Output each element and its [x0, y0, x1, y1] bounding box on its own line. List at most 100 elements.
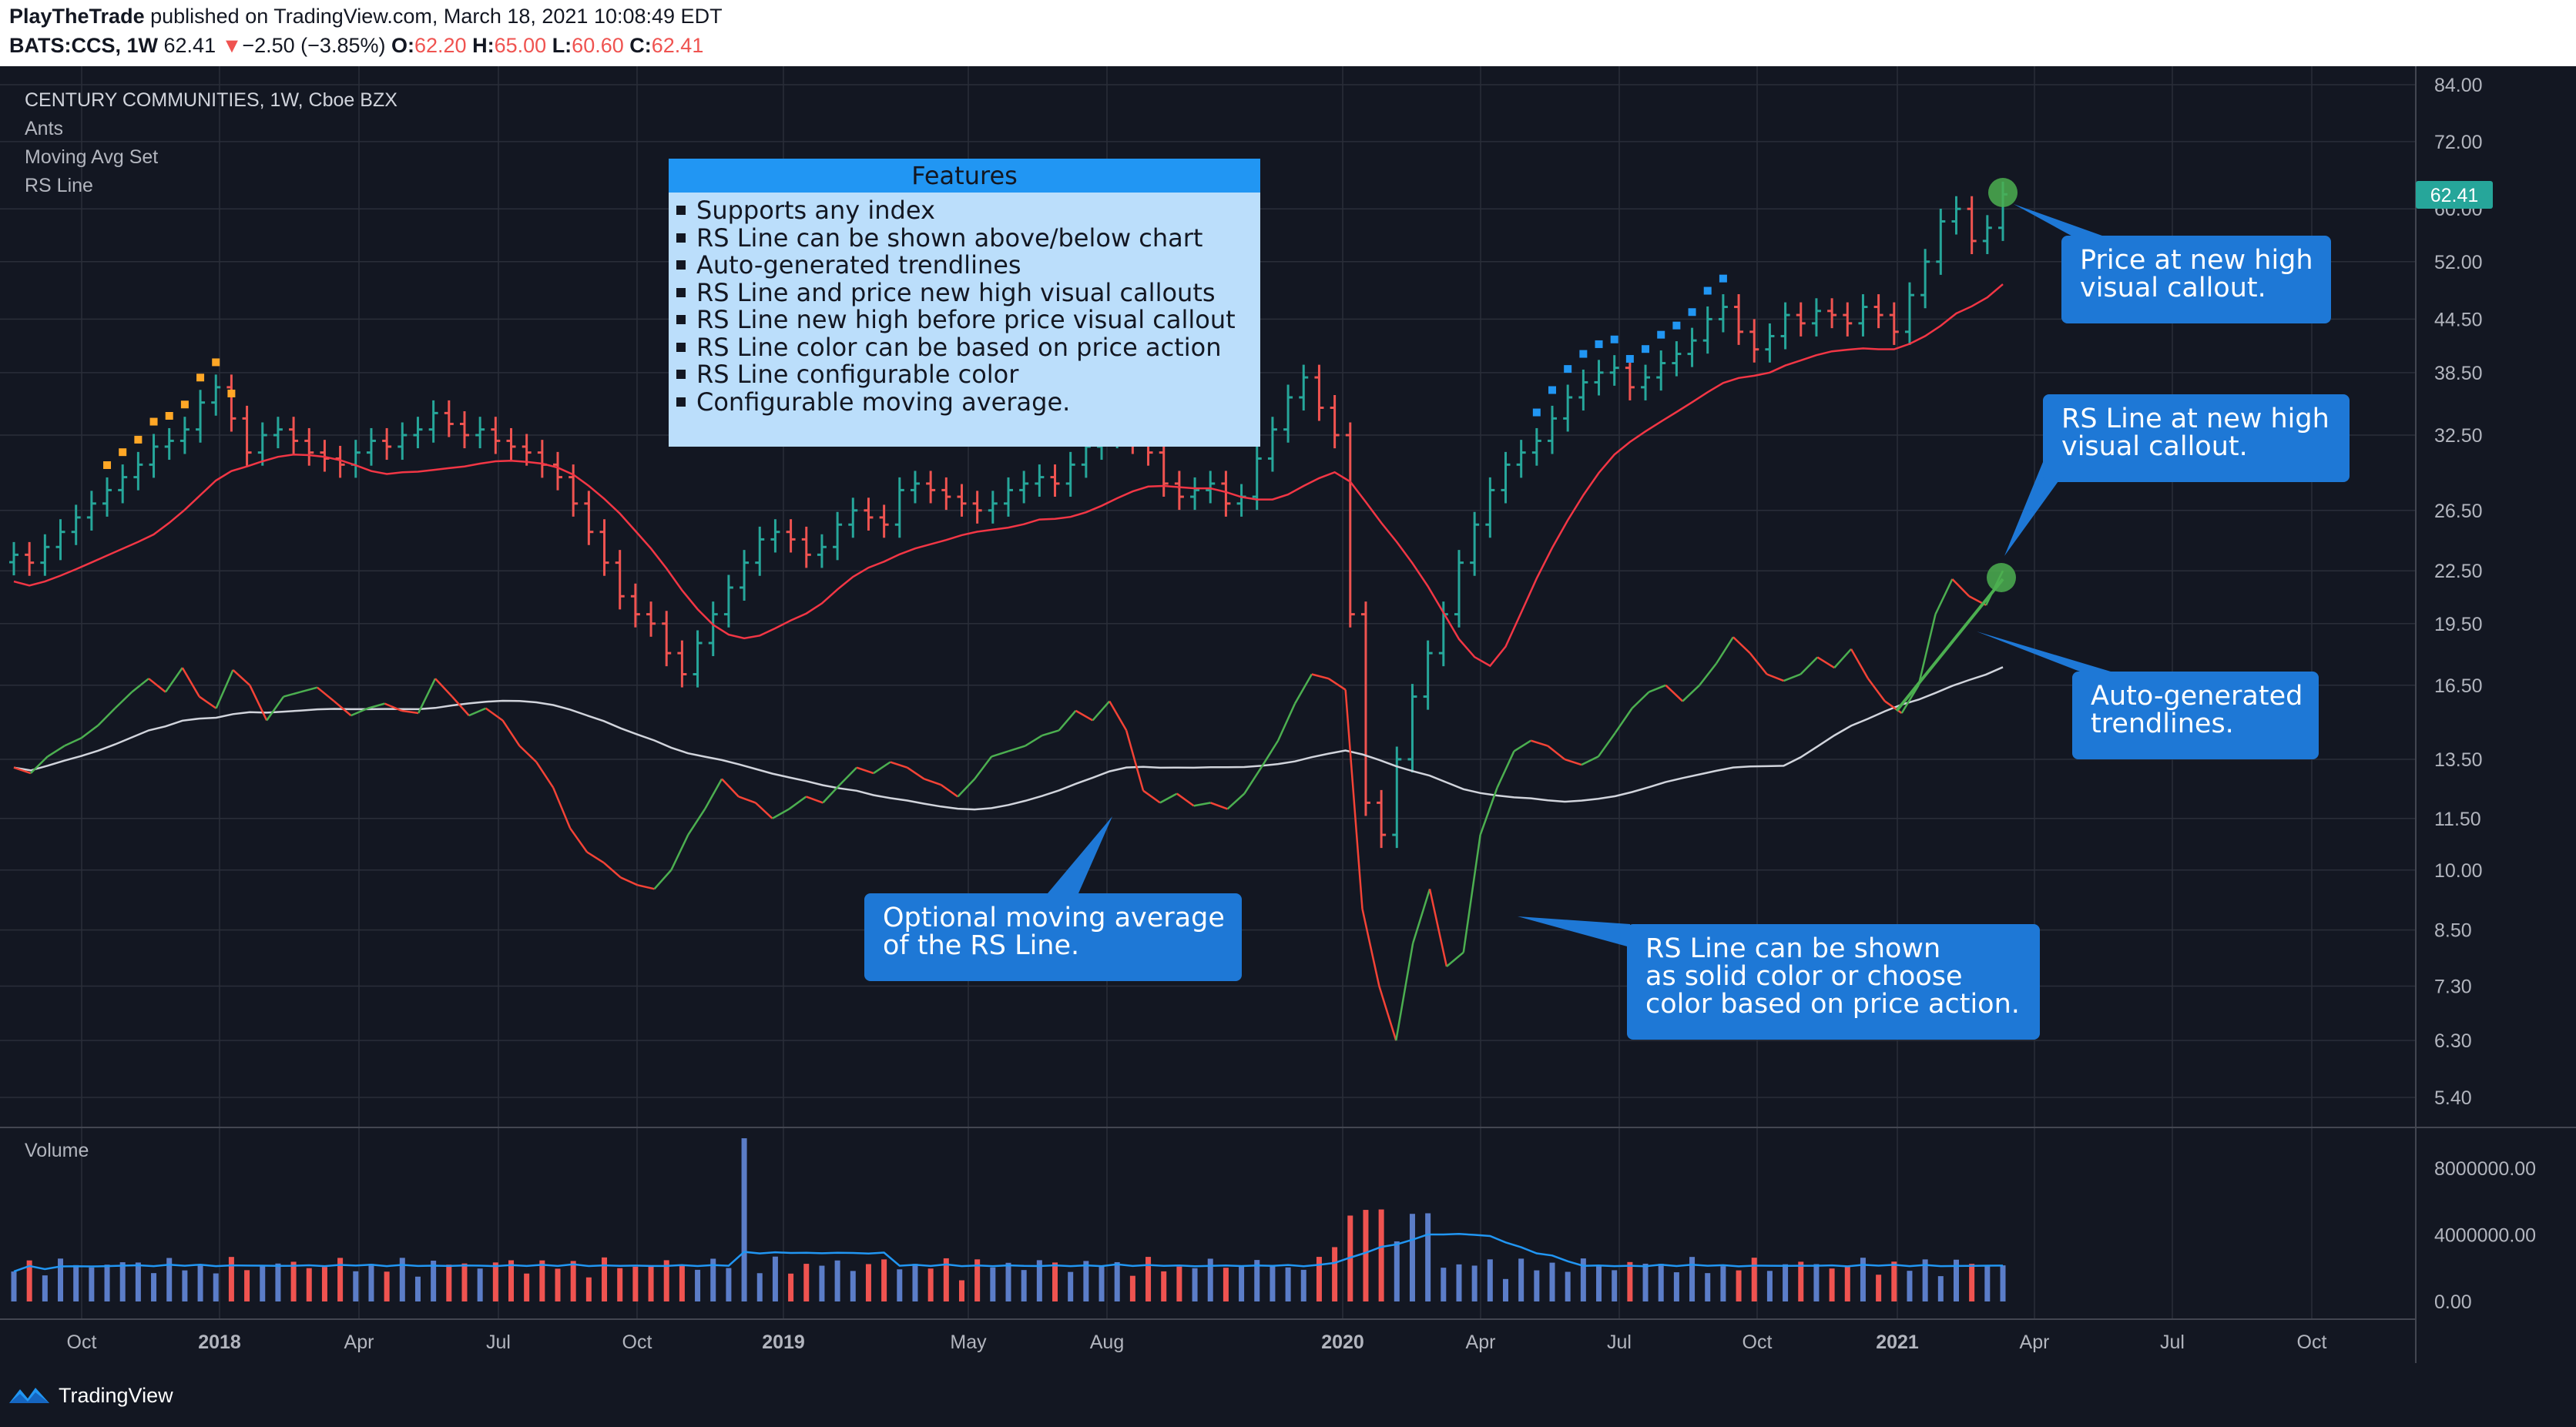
volume-bar	[1798, 1261, 1804, 1301]
rs-line-segment	[974, 755, 993, 780]
volume-moving-average	[13, 1233, 2004, 1273]
volume-bar	[1471, 1265, 1478, 1301]
rs-line-segment	[890, 761, 908, 769]
callout-pointer	[1518, 916, 1630, 947]
volume-pane-label[interactable]: Volume	[25, 1140, 89, 1161]
symbol-name[interactable]: BATS:CCS, 1W	[9, 34, 158, 57]
volume-bar	[1937, 1276, 1944, 1301]
header-line-2: BATS:CCS, 1W 62.41 ▼−2.50 (−3.85%) O:62.…	[9, 34, 704, 57]
rs-line-segment	[80, 724, 99, 739]
rs-line-segment	[30, 755, 49, 774]
rs-line-segment	[754, 802, 773, 819]
new-high-dot	[1548, 386, 1557, 394]
time-tick-label: 2019	[762, 1332, 805, 1353]
volume-bar	[1751, 1258, 1757, 1301]
volume-bar	[1316, 1257, 1322, 1301]
callout-trendlines: Auto-generated trendlines.	[2072, 672, 2319, 759]
volume-bar	[1907, 1271, 1913, 1301]
rs-line-segment	[1917, 614, 1937, 686]
rs-line-segment	[64, 737, 82, 747]
volume-bar	[1114, 1261, 1120, 1301]
price-tick-label: 52.00	[2434, 252, 2483, 273]
last-price-tag	[2416, 181, 2493, 209]
volume-bar	[1876, 1275, 1882, 1301]
volume-bars	[11, 1138, 2006, 1301]
volume-bar	[414, 1276, 421, 1301]
rs-line-segment	[839, 766, 857, 786]
low-value: 60.60	[572, 34, 624, 57]
price-tick-label: 44.50	[2434, 309, 2483, 330]
rs-line-segment	[1361, 908, 1380, 987]
rs-line-segment	[1210, 802, 1228, 810]
rs-line-segment	[1008, 745, 1026, 752]
rs-line-segment	[1411, 888, 1431, 944]
rs-line-segment	[384, 702, 402, 712]
rs-line-segment	[1496, 750, 1515, 789]
price-tick-label: 38.50	[2434, 363, 2483, 384]
indicator-ants[interactable]: Ants	[25, 118, 64, 139]
rs-line-segment	[1816, 656, 1835, 669]
callout-rs-new-high: RS Line at new high visual callout.	[2043, 394, 2350, 482]
chart-title[interactable]: CENTURY COMMUNITIES, 1W, Cboe BZX	[25, 89, 397, 111]
volume-bar	[1300, 1269, 1306, 1301]
volume-bar	[1783, 1264, 1789, 1301]
ants-marker	[227, 389, 236, 397]
rs-line-segment	[1125, 730, 1145, 792]
volume-bar	[228, 1257, 234, 1301]
volume-bar	[648, 1266, 654, 1301]
indicator-rs-line[interactable]: RS Line	[25, 175, 93, 196]
price-tick-label: 8.50	[2434, 920, 2472, 942]
rs-line-segment	[47, 745, 65, 758]
rs-trendline	[1895, 578, 2004, 712]
author-name[interactable]: PlayTheTrade	[9, 5, 145, 28]
volume-bar	[1580, 1258, 1586, 1301]
rs-line-segment	[1833, 648, 1852, 668]
volume-bar	[244, 1270, 250, 1301]
volume-bar	[1332, 1247, 1338, 1301]
volume-bar	[1394, 1241, 1400, 1301]
time-tick-label: Jul	[486, 1332, 511, 1353]
features-title: Features	[669, 159, 1260, 193]
volume-bar	[602, 1257, 608, 1301]
volume-bar	[1145, 1257, 1152, 1301]
volume-bar	[337, 1258, 344, 1301]
rs-line-segment	[788, 796, 807, 810]
rs-line-segment	[1041, 729, 1060, 737]
price-tick-label: 19.50	[2434, 614, 2483, 635]
time-tick-label: 2020	[1321, 1332, 1364, 1353]
rs-line-segment	[1951, 578, 1971, 598]
volume-bar	[958, 1280, 964, 1301]
rs-line-segment	[1479, 787, 1498, 836]
volume-bar	[1036, 1260, 1042, 1301]
tradingview-branding[interactable]: TradingView	[8, 1382, 173, 1409]
volume-bar	[1192, 1268, 1198, 1301]
rs-line-segment	[351, 707, 369, 717]
rs-line-segment	[1884, 700, 1903, 715]
price-tick-label: 13.50	[2434, 749, 2483, 771]
rs-line-segment	[1766, 673, 1784, 682]
volume-bar	[1518, 1258, 1524, 1301]
volume-bar	[1409, 1214, 1415, 1301]
new-high-dot	[1642, 345, 1650, 353]
rs-line-segment	[501, 719, 521, 747]
volume-bar	[1223, 1268, 1229, 1301]
time-tick-label: 2021	[1876, 1332, 1919, 1353]
new-high-dot	[1610, 335, 1618, 343]
volume-bar	[306, 1268, 312, 1301]
price-tick-label: 5.40	[2434, 1087, 2472, 1109]
volume-bar	[881, 1259, 887, 1301]
volume-bar	[570, 1261, 576, 1301]
rs-line-segment	[873, 761, 891, 775]
rs-line-segment	[704, 778, 723, 810]
indicator-moving-avg-set[interactable]: Moving Avg Set	[25, 146, 159, 168]
rs-line-segment	[485, 707, 504, 722]
volume-bar	[1487, 1259, 1493, 1301]
volume-bar	[726, 1268, 732, 1301]
ants-markers	[103, 274, 1727, 469]
volume-bar	[1612, 1270, 1618, 1301]
volume-bar	[182, 1270, 188, 1301]
rs-line-segment	[1276, 703, 1296, 742]
volume-bar	[1129, 1275, 1135, 1301]
volume-bar	[1378, 1209, 1384, 1301]
time-tick-label: Oct	[1742, 1332, 1773, 1353]
